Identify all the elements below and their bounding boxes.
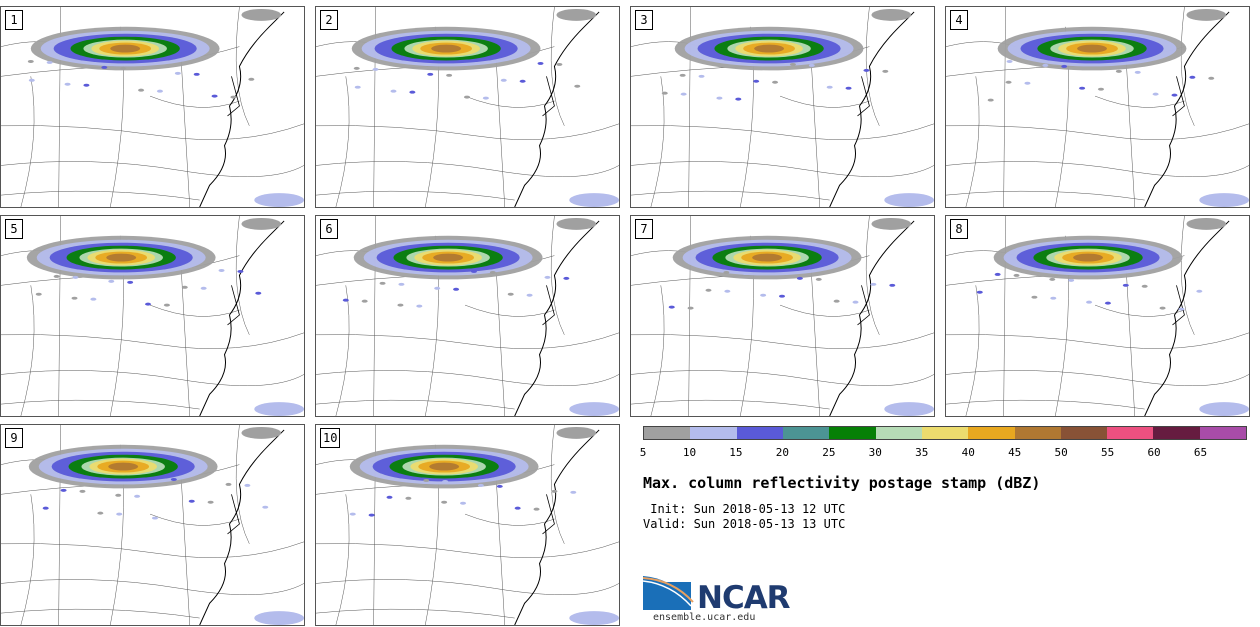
- panel-number: 10: [320, 428, 341, 448]
- colorbar-tick-label: 40: [961, 446, 975, 459]
- colorbar-tick-label: 10: [682, 446, 697, 459]
- colorbar-tick-label: 45: [1008, 446, 1022, 459]
- panel-number: 9: [5, 428, 23, 448]
- stamp-panel: 8: [945, 215, 1250, 417]
- reflectivity-map: [946, 216, 1249, 416]
- stamp-panel: 9: [0, 424, 305, 626]
- colorbar-segment: [736, 427, 783, 439]
- colorbar-tick-label: 50: [1054, 446, 1068, 459]
- colorbar-tick-label: 15: [729, 446, 743, 459]
- reflectivity-map: [1, 425, 304, 625]
- stamp-panel: 10: [315, 424, 620, 626]
- panel-number: 2: [320, 10, 338, 30]
- panel-number: 3: [635, 10, 653, 30]
- colorbar-segment: [644, 427, 691, 439]
- colorbar-tick-label: 20: [775, 446, 789, 459]
- colorbar-ticks: 5 10 15 20 25 30 35 40 45 50 55 60 65: [639, 446, 1247, 460]
- panel-number: 8: [950, 219, 968, 239]
- reflectivity-map: [316, 7, 619, 207]
- stamp-panel: 4: [945, 6, 1250, 208]
- valid-time: Valid: Sun 2018-05-13 13 UTC: [643, 517, 846, 531]
- colorbar-segment: [829, 427, 876, 439]
- reflectivity-map: [1, 216, 304, 416]
- logo-text: NCAR: [697, 580, 791, 616]
- reflectivity-map: [316, 425, 619, 625]
- reflectivity-map: [316, 216, 619, 416]
- colorbar-segment: [690, 427, 737, 439]
- stamp-panel: 6: [315, 215, 620, 417]
- colorbar-tick-label: 30: [868, 446, 882, 459]
- colorbar-segment: [921, 427, 969, 439]
- stamp-panel: 7: [630, 215, 935, 417]
- stamp-panel: 2: [315, 6, 620, 208]
- colorbar-segment: [782, 427, 830, 439]
- panel-number: 4: [950, 10, 968, 30]
- ncar-logo-icon: [643, 576, 694, 610]
- reflectivity-map: [946, 7, 1249, 207]
- figure-title: Max. column reflectivity postage stamp (…: [643, 474, 1041, 492]
- colorbar-segment: [1014, 427, 1061, 439]
- colorbar-tick-label: 60: [1147, 446, 1161, 459]
- colorbar-segment: [968, 427, 1015, 439]
- init-time: Init: Sun 2018-05-13 12 UTC: [643, 502, 846, 516]
- colorbar-tick-label: 65: [1193, 446, 1208, 459]
- colorbar-segment: [1060, 427, 1108, 439]
- colorbar-segment: [1153, 427, 1200, 439]
- colorbar: [643, 426, 1247, 440]
- colorbar-tick-label: 35: [915, 446, 929, 459]
- stamp-panel: 1: [0, 6, 305, 208]
- colorbar-segment: [1107, 427, 1154, 439]
- colorbar-segment: [875, 427, 922, 439]
- panel-number: 6: [320, 219, 338, 239]
- colorbar-tick-label: 25: [822, 446, 836, 459]
- reflectivity-map: [1, 7, 304, 207]
- site-url: ensemble.ucar.edu: [653, 612, 756, 623]
- reflectivity-map: [631, 216, 934, 416]
- colorbar-tick-label: 5: [639, 446, 647, 459]
- colorbar-tick-label: 55: [1100, 446, 1115, 459]
- panel-number: 1: [5, 10, 23, 30]
- colorbar-segment: [1199, 427, 1247, 439]
- panel-number: 5: [5, 219, 23, 239]
- stamp-panel: 5: [0, 215, 305, 417]
- stamp-panel: 3: [630, 6, 935, 208]
- panel-number: 7: [635, 219, 653, 239]
- reflectivity-map: [631, 7, 934, 207]
